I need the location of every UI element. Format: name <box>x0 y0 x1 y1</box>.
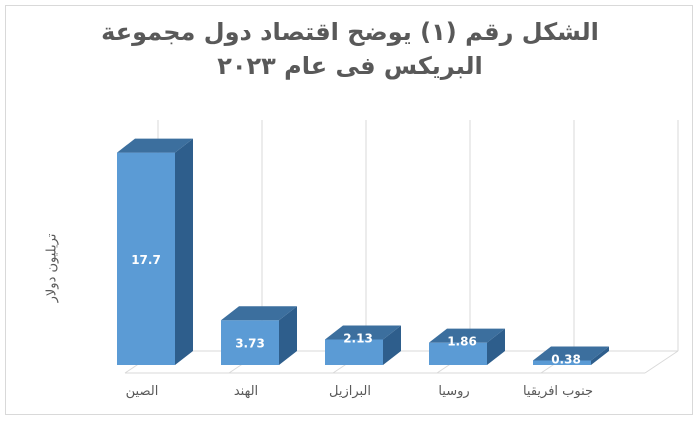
bar <box>221 320 279 365</box>
bar <box>533 360 591 365</box>
data-label: 0.38 <box>551 352 581 366</box>
bar-top <box>221 306 297 321</box>
bar-side <box>279 306 297 365</box>
bar-side <box>487 328 505 365</box>
bar <box>429 342 487 365</box>
bar-top <box>325 325 401 340</box>
bar-top <box>533 346 609 361</box>
chart-frame <box>5 5 693 415</box>
floor-gridline <box>644 350 679 374</box>
x-tick-label: الهند <box>234 384 258 399</box>
data-label: 2.13 <box>343 331 373 345</box>
bar <box>325 339 383 365</box>
x-tick-label: جنوب افريقيا <box>523 384 593 399</box>
bar-top <box>429 328 505 343</box>
x-tick-label: روسيا <box>438 384 469 399</box>
chart-title-line-1: الشكل رقم (١) يوضح اقتصاد دول مجموعة <box>101 18 599 46</box>
data-label: 1.86 <box>447 335 477 349</box>
chart-title-line-2: البريكس فى عام ٢٠٢٣ <box>217 52 483 80</box>
bar-top <box>117 138 193 153</box>
bar-side <box>175 138 193 365</box>
bar <box>117 152 175 365</box>
x-tick-label: الصين <box>126 384 159 399</box>
bar-side <box>383 325 401 365</box>
data-label: 3.73 <box>235 337 265 351</box>
x-tick-label: البرازيل <box>329 384 371 399</box>
data-label: 17.7 <box>131 253 161 267</box>
bar-side <box>591 346 609 365</box>
